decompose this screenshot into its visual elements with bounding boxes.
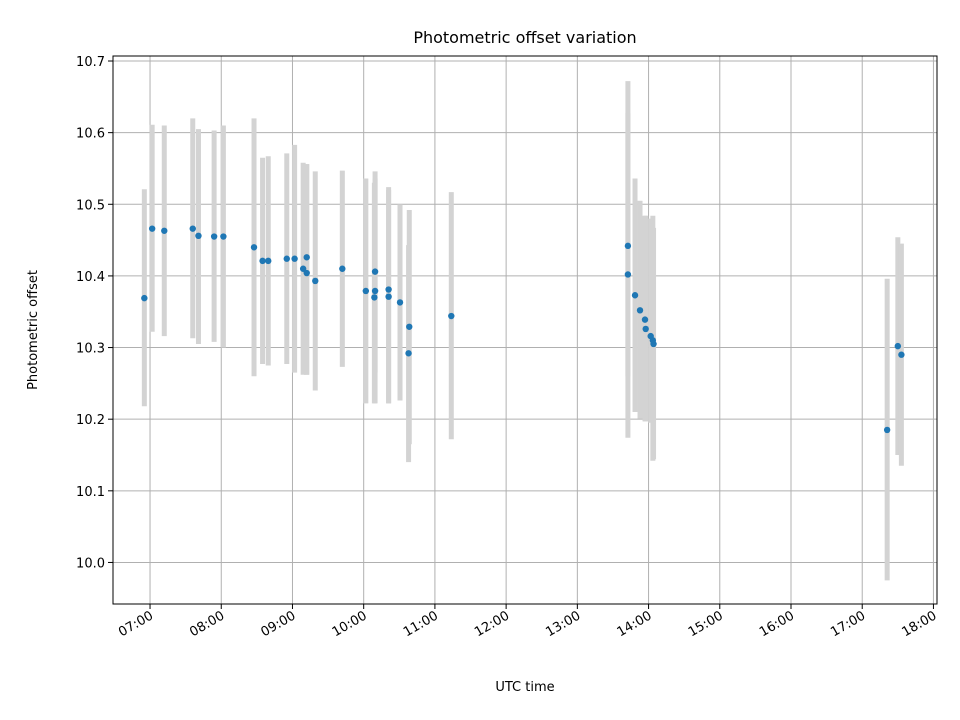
data-point xyxy=(250,244,258,251)
y-axis-label: Photometric offset xyxy=(26,270,41,390)
data-point xyxy=(220,233,227,240)
data-point xyxy=(362,287,370,295)
data-point xyxy=(898,351,905,358)
x-tick-label: 07:00 xyxy=(116,608,156,640)
x-tick-label: 18:00 xyxy=(899,608,939,640)
data-point xyxy=(265,257,272,265)
y-tick-label: 10.3 xyxy=(76,342,105,357)
data-point xyxy=(385,293,392,300)
x-tick-label: 11:00 xyxy=(401,608,441,640)
y-tick-label: 10.2 xyxy=(76,413,105,428)
data-point xyxy=(371,294,378,301)
y-axis-ticks: 10.0 10.1 10.2 10.3 10.4 10.5 10.6 10.7 xyxy=(76,55,113,571)
data-point xyxy=(894,342,902,350)
data-point xyxy=(636,307,644,314)
data-point xyxy=(312,277,319,285)
x-axis-ticks: 07:00 08:00 09:00 10:00 11:00 12:00 13:00 14:00… xyxy=(116,604,939,640)
data-point xyxy=(385,286,392,293)
x-tick-label: 16:00 xyxy=(757,608,797,640)
chart-title: Photometric offset variation xyxy=(413,28,636,47)
data-point xyxy=(189,225,196,232)
data-point xyxy=(883,426,891,434)
data-point xyxy=(195,232,202,240)
data-point xyxy=(161,227,168,234)
x-tick-label: 15:00 xyxy=(686,608,726,640)
y-tick-label: 10.5 xyxy=(76,198,105,213)
data-point xyxy=(303,254,310,261)
data-point xyxy=(624,271,632,278)
x-tick-label: 13:00 xyxy=(543,608,583,640)
data-point xyxy=(299,265,307,272)
y-tick-label: 10.4 xyxy=(76,270,105,285)
y-tick-label: 10.1 xyxy=(76,485,105,500)
data-point xyxy=(291,255,298,262)
data-point xyxy=(259,257,266,265)
grid xyxy=(113,56,937,604)
data-point xyxy=(210,233,218,240)
data-point xyxy=(396,299,404,306)
data-points xyxy=(141,225,905,434)
data-point xyxy=(141,294,148,302)
data-point xyxy=(624,242,632,250)
x-axis-label: UTC time xyxy=(495,680,554,695)
data-point xyxy=(148,225,156,232)
data-point xyxy=(303,269,310,277)
data-point xyxy=(448,312,455,320)
data-point xyxy=(339,265,346,272)
x-tick-label: 08:00 xyxy=(187,608,227,640)
x-tick-label: 17:00 xyxy=(828,608,868,640)
x-tick-label: 09:00 xyxy=(259,608,299,640)
data-point xyxy=(405,350,412,357)
x-tick-label: 12:00 xyxy=(472,608,512,640)
y-tick-label: 10.6 xyxy=(76,127,105,142)
data-point xyxy=(371,287,379,295)
x-tick-label: 10:00 xyxy=(330,608,370,640)
y-tick-label: 10.7 xyxy=(76,55,105,70)
data-point xyxy=(650,340,657,348)
data-point xyxy=(283,255,290,262)
data-point xyxy=(406,323,413,330)
data-point xyxy=(371,268,379,275)
x-tick-label: 14:00 xyxy=(615,608,655,640)
y-tick-label: 10.0 xyxy=(76,556,105,571)
data-point xyxy=(641,316,649,323)
error-bars xyxy=(141,81,904,581)
plot-frame xyxy=(112,55,938,605)
data-point xyxy=(631,292,639,299)
data-point xyxy=(642,325,649,333)
